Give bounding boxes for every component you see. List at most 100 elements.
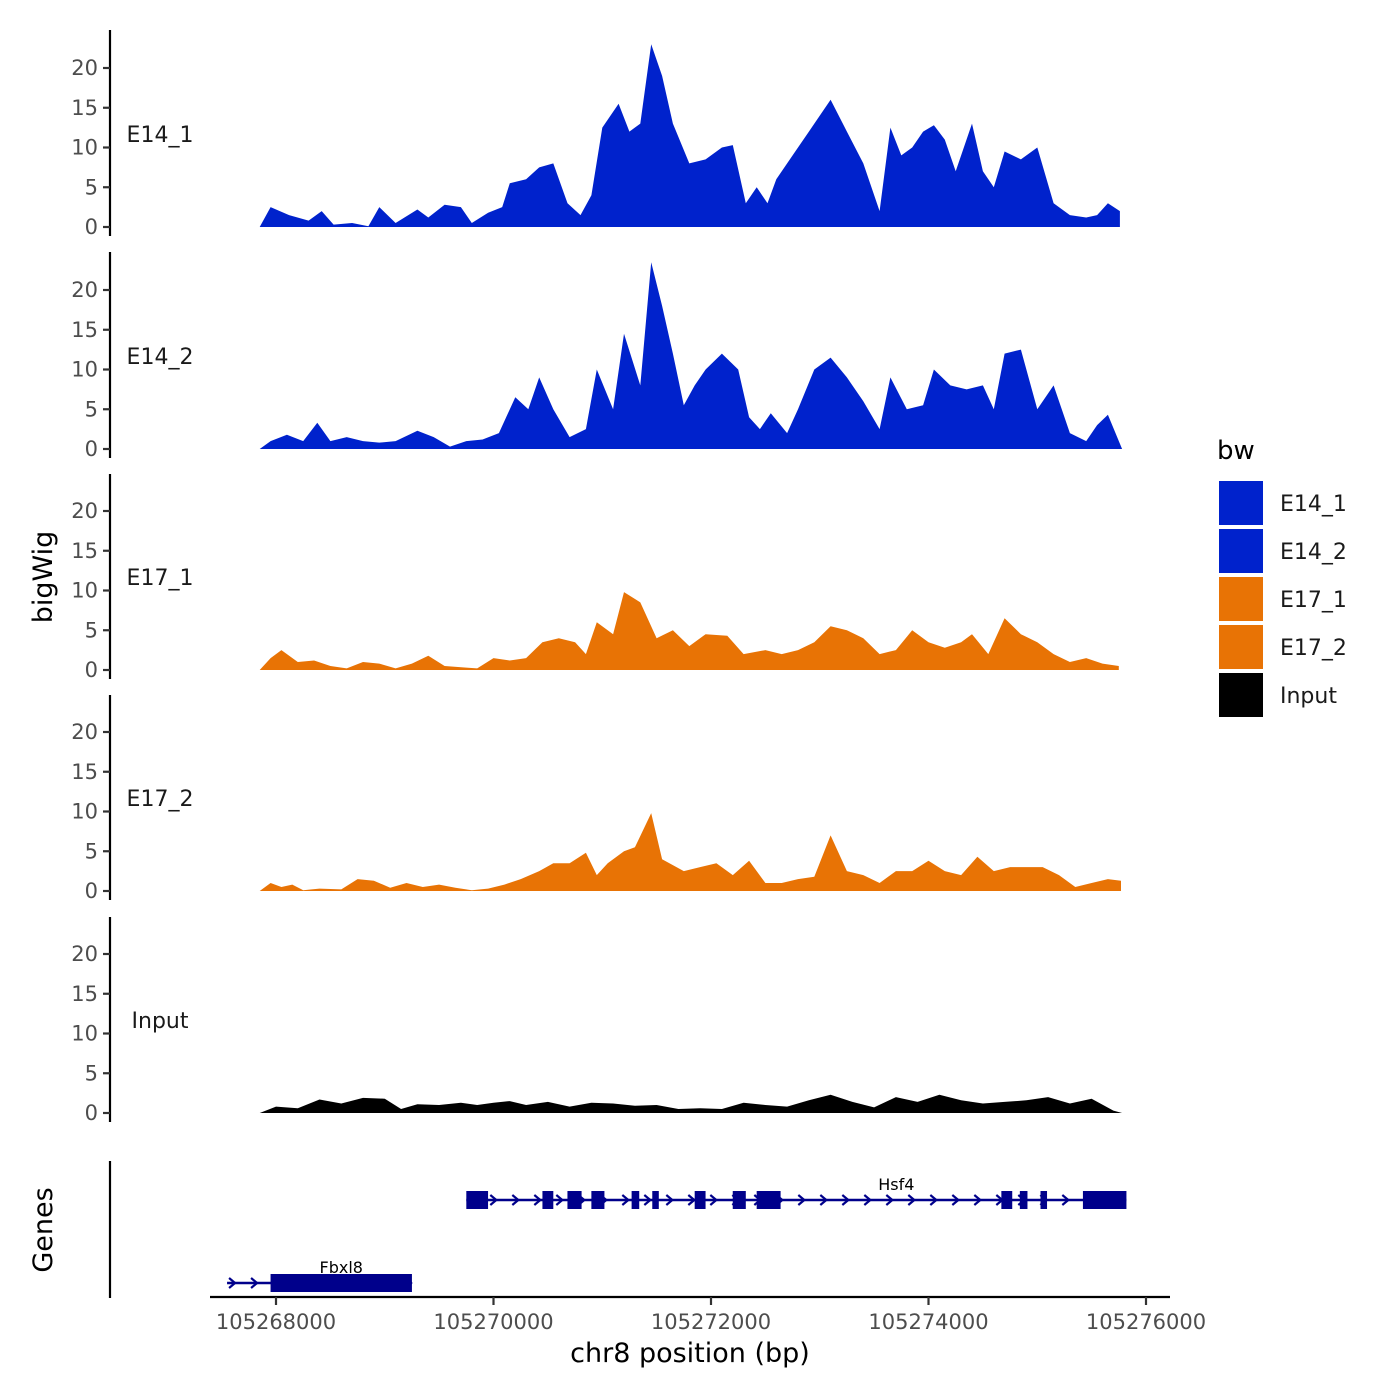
track-label-Input: Input: [132, 1009, 189, 1034]
signal-area-E17_1: [259, 592, 1119, 670]
x-tick-label: 105276000: [1086, 1310, 1206, 1334]
genes-axis-title: Genes: [28, 1187, 59, 1272]
strand-arrow: [929, 1194, 939, 1206]
y-axis-title: bigWig: [28, 531, 59, 624]
strand-arrow: [819, 1194, 829, 1206]
x-tick-label: 105268000: [216, 1310, 336, 1334]
y-tick-label: 20: [71, 942, 98, 966]
y-tick-label: 15: [71, 96, 98, 120]
y-tick-label: 5: [85, 1061, 98, 1085]
strand-arrow: [951, 1194, 961, 1206]
y-tick-label: 15: [71, 982, 98, 1006]
genes-layer: Hsf4 Fbxl8: [108, 1161, 1127, 1298]
track-panel-Input: 0 5 10 15 20 Input: [71, 917, 1123, 1125]
legend-swatch: [1217, 623, 1265, 671]
strand-arrow: [797, 1194, 807, 1206]
y-tick-label: 0: [85, 1101, 98, 1125]
gene-exon: [1040, 1191, 1048, 1209]
legend-item-E14_2: E14_2: [1217, 527, 1347, 575]
y-tick-label: 20: [71, 56, 98, 80]
strand-arrow: [228, 1277, 237, 1289]
gene-exon: [591, 1191, 605, 1209]
gene-exon: [1082, 1191, 1127, 1209]
y-tick-label: 20: [71, 499, 98, 523]
legend-label: E14_1: [1280, 492, 1347, 517]
y-tick-label: 5: [85, 175, 98, 199]
track-label-E17_2: E17_2: [127, 787, 194, 812]
gene-exon: [631, 1191, 640, 1209]
track-label-E14_1: E14_1: [127, 123, 194, 148]
legend-title: bw: [1217, 436, 1255, 466]
y-tick-label: 0: [85, 437, 98, 461]
strand-arrow: [973, 1194, 983, 1206]
legend-swatch: [1217, 671, 1265, 719]
x-tick-label: 105274000: [868, 1310, 988, 1334]
track-label-E14_2: E14_2: [127, 345, 194, 370]
y-tick-label: 10: [71, 800, 98, 824]
x-axis-title: chr8 position (bp): [570, 1338, 810, 1369]
strand-arrow: [841, 1194, 851, 1206]
legend-label: E17_2: [1280, 636, 1347, 661]
gene-exon: [270, 1274, 412, 1292]
y-tick-label: 15: [71, 539, 98, 563]
track-panel-E14_1: 0 5 10 15 20 E14_1: [71, 30, 1120, 239]
x-tick-label: 105270000: [433, 1310, 553, 1334]
gene-exon: [567, 1191, 582, 1209]
tracks-layer: 05101520E14_105101520E14_205101520E17_10…: [71, 30, 1123, 1125]
legend-item-Input: Input: [1217, 671, 1337, 719]
gene-exon: [542, 1191, 554, 1209]
y-tick-label: 5: [85, 618, 98, 642]
track-panel-E17_2: 0 5 10 15 20 E17_2: [71, 695, 1121, 903]
signal-area-Input: [259, 1094, 1123, 1113]
y-tick-label: 15: [71, 318, 98, 342]
x-axis: 105268000 105270000 105272000 105274000 1052…: [210, 1295, 1206, 1334]
strand-arrow: [1061, 1194, 1071, 1206]
strand-arrow: [250, 1277, 259, 1289]
y-tick-label: 5: [85, 839, 98, 863]
gene-exon: [466, 1191, 489, 1209]
strand-arrow: [863, 1194, 873, 1206]
strand-arrow: [511, 1194, 521, 1206]
y-tick-label: 0: [85, 658, 98, 682]
strand-arrow: [907, 1194, 917, 1206]
track-panel-E17_1: 0 5 10 15 20 E17_1: [71, 474, 1119, 682]
gene-exon: [1019, 1191, 1028, 1209]
gene-exon: [694, 1191, 706, 1209]
signal-area-E14_1: [259, 44, 1120, 228]
legend-swatch: [1217, 575, 1265, 623]
signal-area-E14_2: [259, 262, 1123, 449]
strand-arrow: [533, 1194, 543, 1206]
y-tick-label: 10: [71, 358, 98, 382]
y-tick-label: 10: [71, 579, 98, 603]
y-tick-label: 15: [71, 760, 98, 784]
gene-exon: [652, 1191, 659, 1209]
gene-exon: [756, 1191, 781, 1209]
legend-swatch: [1217, 527, 1265, 575]
y-tick-label: 0: [85, 879, 98, 903]
y-tick-label: 20: [71, 720, 98, 744]
strand-arrow: [687, 1194, 697, 1206]
strand-arrow: [621, 1194, 631, 1206]
y-tick-label: 10: [71, 136, 98, 160]
legend: bw E14_1 E14_2 E17_1 E17_2 Input: [1217, 436, 1347, 719]
legend-label: E14_2: [1280, 540, 1347, 565]
strand-arrow: [555, 1194, 565, 1206]
legend-label: E17_1: [1280, 588, 1347, 613]
y-tick-label: 10: [71, 1022, 98, 1046]
legend-item-E17_1: E17_1: [1217, 575, 1347, 623]
legend-item-E17_2: E17_2: [1217, 623, 1347, 671]
gene-Hsf4: Hsf4: [466, 1175, 1127, 1209]
legend-label: Input: [1280, 684, 1337, 709]
track-label-E17_1: E17_1: [127, 566, 194, 591]
gene-exon: [732, 1191, 746, 1209]
x-tick-label: 105272000: [651, 1310, 771, 1334]
track-panel-E14_2: 0 5 10 15 20 E14_2: [71, 252, 1123, 461]
gene-label: Hsf4: [878, 1175, 914, 1194]
legend-item-E14_1: E14_1: [1217, 479, 1347, 527]
gene-label: Fbxl8: [320, 1258, 363, 1277]
gene-exon: [1001, 1191, 1013, 1209]
strand-arrow: [643, 1194, 653, 1206]
y-tick-label: 5: [85, 397, 98, 421]
y-tick-label: 0: [85, 215, 98, 239]
